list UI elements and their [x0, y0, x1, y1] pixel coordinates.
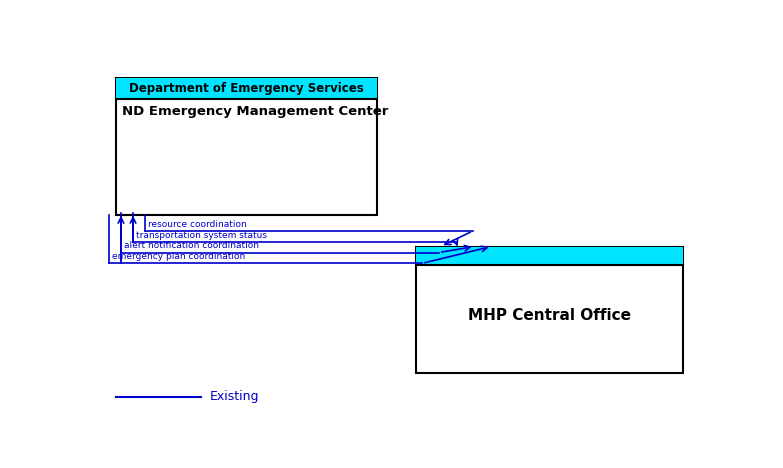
Text: ND Emergency Management Center: ND Emergency Management Center	[122, 105, 388, 118]
Text: Department of Emergency Services: Department of Emergency Services	[129, 82, 364, 95]
Bar	[116, 78, 377, 99]
Text: alert notification coordination: alert notification coordination	[124, 241, 259, 250]
Text: resource coordination: resource coordination	[148, 220, 247, 229]
Bar	[116, 78, 377, 215]
Text: MHP Central Office: MHP Central Office	[468, 308, 631, 323]
Text: Existing: Existing	[210, 390, 260, 403]
Text: transportation system status: transportation system status	[136, 231, 267, 240]
Bar	[417, 247, 684, 265]
Text: emergency plan coordination: emergency plan coordination	[112, 252, 245, 261]
Bar	[417, 247, 684, 373]
